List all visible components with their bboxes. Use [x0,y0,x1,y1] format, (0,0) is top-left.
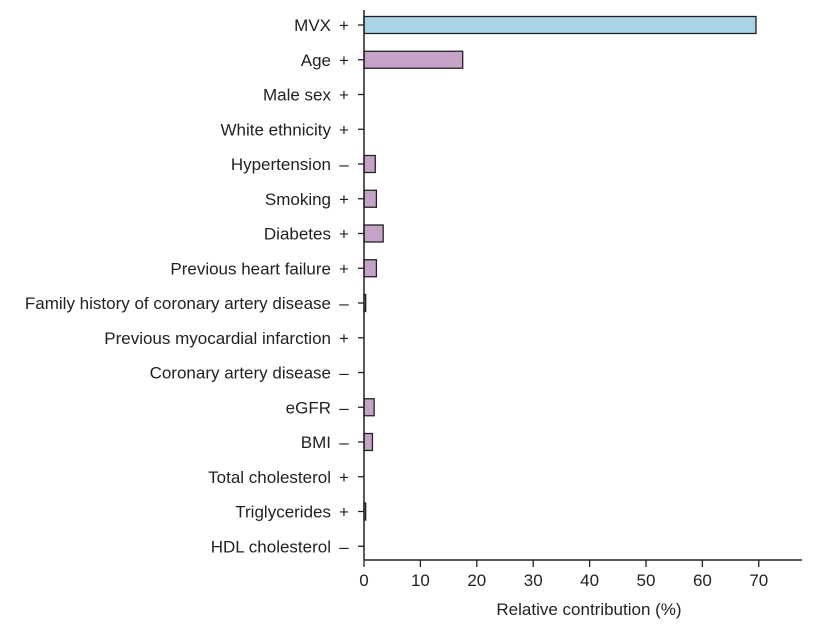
bar [363,189,378,208]
category-label: Triglycerides [235,503,331,522]
category-label: Coronary artery disease [150,364,331,383]
x-tick-label: 40 [580,571,599,590]
category-label: Previous heart failure [170,259,331,278]
bar [363,154,376,174]
category-label: HDL cholesterol [211,537,331,556]
x-tick-label: 10 [411,571,430,590]
sign-label: + [339,468,349,487]
category-label: eGFR [286,398,331,417]
sign-label: + [339,51,349,70]
bar [363,15,757,35]
sign-label: + [339,190,349,209]
axes-group [358,10,802,561]
category-label: BMI [301,433,331,452]
bar [363,259,378,278]
category-label: Diabetes [264,225,331,244]
sign-label: – [339,364,349,383]
sign-label: + [339,120,349,139]
x-tick-label: 70 [749,571,768,590]
x-axis-title: Relative contribution (%) [496,600,681,619]
category-label: White ethnicity [220,120,331,139]
x-tick-label: 60 [693,571,712,590]
x-tick-label: 20 [467,571,486,590]
sign-label: + [339,16,349,35]
category-label: Total cholesterol [208,468,331,487]
category-label: Male sex [263,86,332,105]
sign-label: + [339,259,349,278]
x-tick-label: 30 [524,571,543,590]
bar [363,432,374,452]
bar [363,50,464,69]
sign-label: + [339,329,349,348]
category-label: Age [301,51,331,70]
category-label: MVX [294,16,331,35]
x-tick-label: 0 [359,571,368,590]
bar [363,398,375,417]
sign-label: – [339,398,349,417]
x-ticks-group: 0 10 20 30 40 50 60 70 [359,560,768,590]
category-label: Family history of coronary artery diseas… [25,294,331,313]
category-label: Smoking [265,190,331,209]
sign-label: – [339,537,349,556]
sign-label: – [339,294,349,313]
bar [363,224,384,243]
category-labels-group: MVX + Age + Male sex + White ethnicity + Hyperte… [25,16,349,556]
sign-label: – [339,155,349,174]
bars-group [363,15,757,521]
category-label: Previous myocardial infarction [104,329,331,348]
category-label: Hypertension [231,155,331,174]
sign-label: – [339,433,349,452]
x-tick-label: 50 [637,571,656,590]
sign-label: + [339,503,349,522]
sign-label: + [339,86,349,105]
sign-label: + [339,225,349,244]
